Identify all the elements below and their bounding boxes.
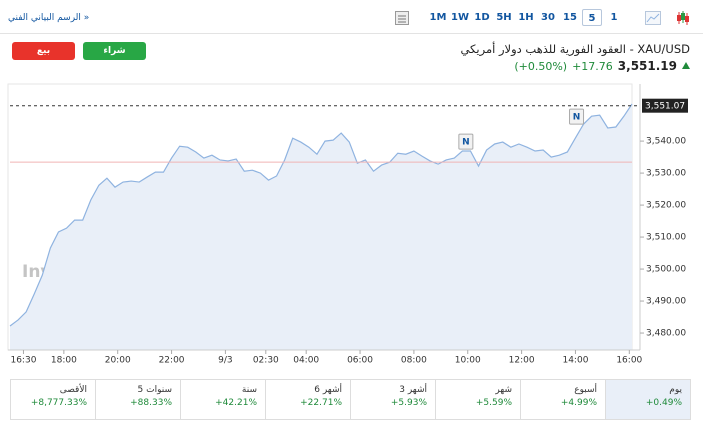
- period: 5 سنوات: [137, 385, 172, 395]
- performance-table: يوم +0.49% أسبوع +4.99% شهر +5.59% 3 أشهر +5.93…: [10, 379, 691, 420]
- timeframes: 1M 1W 1D 5H 1H 30 15 5 1: [428, 9, 624, 26]
- x-tick-label: 16:00: [616, 356, 642, 366]
- period: يوم: [669, 385, 682, 395]
- performance-cell: 6 أشهر +22.71%: [265, 380, 350, 419]
- x-tick-label: 04:00: [293, 356, 319, 366]
- sell-button[interactable]: بيع: [12, 42, 75, 60]
- x-tick-label: 02:30: [253, 356, 279, 366]
- x-tick-label: 18:00: [51, 356, 77, 366]
- period: الأقصى: [59, 385, 87, 395]
- y-tick-label: 3,510.00: [646, 233, 686, 243]
- timeframe-button[interactable]: 5: [582, 9, 602, 26]
- y-tick-label: 3,540.00: [646, 137, 686, 147]
- timeframe-button[interactable]: 1W: [451, 12, 469, 23]
- performance-cell: الأقصى +8,777.33%: [11, 380, 95, 419]
- news-marker-label: N: [462, 138, 470, 148]
- period-change: +22.71%: [300, 398, 342, 408]
- y-tick-label: 3,490.00: [646, 297, 686, 307]
- news-marker-label: N: [573, 113, 581, 123]
- performance-cell: أسبوع +4.99%: [520, 380, 605, 419]
- period: شهر: [495, 385, 512, 395]
- last-value-badge: [642, 98, 688, 113]
- period-change: +4.99%: [560, 398, 597, 408]
- area-fill: [10, 103, 632, 350]
- x-tick-label: 12:00: [509, 356, 535, 366]
- period-change: +42.21%: [215, 398, 257, 408]
- change: +17.76: [572, 59, 613, 73]
- price-line: [9, 103, 633, 327]
- up-arrow: [682, 62, 690, 69]
- instrument-name: XAU/USD - العقود الفورية للذهب دولار أمر…: [460, 42, 690, 56]
- performance-cell: 5 سنوات +88.33%: [95, 380, 180, 419]
- period-change: +5.59%: [475, 398, 512, 408]
- period: 3 أشهر: [399, 385, 427, 395]
- x-tick-label: 20:00: [105, 356, 131, 366]
- x-tick-label: 10:00: [455, 356, 481, 366]
- x-tick-label: 16:30: [10, 356, 36, 366]
- performance-cell: شهر +5.59%: [435, 380, 520, 419]
- period: سنة: [241, 385, 257, 395]
- timeframe-button[interactable]: 15: [563, 12, 577, 23]
- change-percent: (+0.50%): [514, 59, 568, 73]
- y-tick-label: 3,500.00: [646, 265, 686, 275]
- area-chart-icon[interactable]: [645, 11, 661, 25]
- performance-cell: 3 أشهر +5.93%: [350, 380, 435, 419]
- period: أسبوع: [574, 385, 597, 395]
- x-tick-label: 22:00: [159, 356, 185, 366]
- period-change: +0.49%: [645, 398, 682, 408]
- period-change: +5.93%: [390, 398, 427, 408]
- price: 3,551.19: [617, 59, 677, 73]
- x-tick-label: 08:00: [401, 356, 427, 366]
- last-value-label: 3,551.07: [645, 102, 685, 112]
- layout-icon[interactable]: [395, 11, 409, 25]
- performance-cell: سنة +42.21%: [180, 380, 265, 419]
- period-change: +8,777.33%: [30, 398, 87, 408]
- timeframe-button[interactable]: 5H: [496, 12, 512, 23]
- x-tick-label: 06:00: [347, 356, 373, 366]
- timeframe-button[interactable]: 1H: [518, 12, 534, 23]
- technical-chart-link[interactable]: الرسم البياني الفني »: [8, 13, 90, 23]
- news-marker: [458, 133, 474, 150]
- y-tick-label: 3,480.00: [646, 329, 686, 339]
- candle-chart-icon[interactable]: [675, 10, 691, 26]
- x-tick-label: 14:00: [562, 356, 588, 366]
- news-marker: [569, 108, 585, 125]
- timeframe-button[interactable]: 1D: [474, 12, 490, 23]
- price-row: (+0.50%) +17.76 3,551.19: [514, 59, 690, 73]
- x-tick-label: 9/3: [218, 356, 232, 366]
- timeframe-button[interactable]: 1: [610, 12, 618, 23]
- buy-button[interactable]: شراء: [83, 42, 146, 60]
- timeframe-button[interactable]: 30: [541, 12, 555, 23]
- period: 6 أشهر: [314, 385, 342, 395]
- y-tick-label: 3,520.00: [646, 201, 686, 211]
- period-change: +88.33%: [130, 398, 172, 408]
- timeframe-button[interactable]: 1M: [429, 12, 447, 23]
- y-tick-label: 3,530.00: [646, 169, 686, 179]
- performance-cell: يوم +0.49%: [605, 380, 690, 419]
- toolbar: [0, 0, 703, 34]
